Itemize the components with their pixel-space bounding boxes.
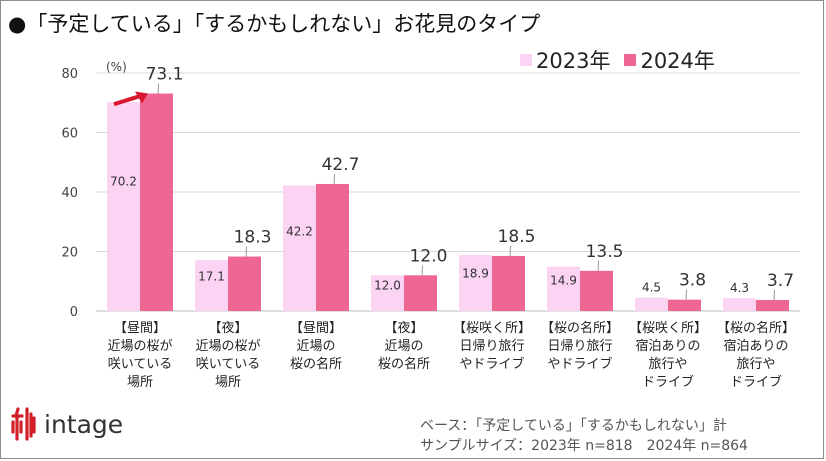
x-category-label-line: 場所: [127, 375, 153, 390]
sample-size-note: サンプルサイズ：2023年 n=818 2024年 n=864: [420, 438, 748, 454]
x-category-label-line: 宿泊ありの: [723, 338, 788, 354]
x-category-label-line: やドライブ: [459, 356, 524, 372]
bar-2024: [668, 299, 701, 311]
x-category-label-line: 【夜】: [384, 321, 423, 336]
data-label-2023: 12.0: [374, 279, 401, 293]
x-category-label-line: 【桜咲く所】: [453, 320, 531, 336]
data-label-2023: 14.9: [550, 273, 577, 287]
base-note: ベース：「予定している」「するかもしれない」計: [420, 418, 727, 434]
data-label-2023: 4.3: [730, 281, 749, 295]
increase-arrow-head: [135, 91, 148, 104]
x-category-label-line: 【桜咲く所】: [629, 320, 707, 336]
data-label-2024: 13.5: [586, 242, 624, 262]
x-category-label-line: 近場の桜が: [107, 339, 172, 354]
x-category-label-line: 旅行や: [736, 357, 775, 372]
increase-arrow-shaft: [113, 93, 143, 107]
bar-2023: [107, 102, 140, 311]
x-category-label: 【桜咲く所】日帰り旅行やドライブ: [453, 320, 531, 372]
data-label-2024: 12.0: [410, 246, 448, 266]
x-category-label: 【桜の名所】日帰り旅行やドライブ: [541, 320, 619, 372]
x-category-label-line: 【夜】: [208, 321, 247, 336]
intage-logo-text: intage: [44, 409, 124, 439]
x-category-label-line: 日帰り旅行: [547, 338, 612, 354]
bar-2023: [195, 260, 228, 311]
x-category-label-line: 【桜の名所】: [541, 320, 619, 336]
x-category-label: 【昼間】近場の桜が咲いている場所: [107, 321, 172, 390]
bar-2023: [547, 266, 580, 311]
bar-2024: [316, 183, 349, 311]
data-label-2023: 18.9: [462, 266, 489, 280]
y-tick-label: 60: [61, 127, 78, 142]
y-tick-label: 20: [61, 246, 78, 261]
bar-2024: [140, 93, 173, 311]
bar-2024: [580, 270, 613, 311]
data-label-2024: 73.1: [146, 65, 184, 85]
x-category-label-line: 【昼間】: [290, 321, 342, 336]
x-category-label: 【桜の名所】宿泊ありの旅行やドライブ: [717, 320, 795, 390]
data-label-2023: 17.1: [198, 269, 225, 283]
y-tick-label: 40: [61, 186, 78, 201]
legend-label-2023: 2023年: [536, 49, 611, 73]
x-category-label-line: 桜の名所: [378, 356, 430, 372]
data-label-2024: 42.7: [322, 155, 360, 175]
x-category-label-line: 【桜の名所】: [717, 320, 795, 336]
x-category-label-line: 場所: [215, 375, 241, 390]
bar-2023: [371, 275, 404, 311]
y-tick-label: 80: [61, 67, 78, 82]
data-label-2023: 4.5: [642, 281, 661, 295]
bar-2024: [404, 275, 437, 311]
x-category-label-line: 咲いている: [196, 356, 261, 372]
x-category-label-line: 近場の: [296, 339, 335, 354]
x-category-label-line: 咲いている: [108, 356, 173, 372]
legend-swatch-2023: [520, 54, 532, 66]
x-category-label-line: 桜の名所: [290, 356, 342, 372]
bar-2023: [723, 298, 756, 311]
x-category-label-line: 旅行や: [648, 357, 687, 372]
x-category-label: 【夜】近場の桜が咲いている場所: [195, 321, 260, 390]
x-category-label-line: ドライブ: [730, 374, 782, 390]
data-label-2023: 42.2: [286, 225, 313, 239]
bar-2023: [283, 185, 316, 311]
y-tick-label: 0: [70, 305, 78, 320]
x-category-label-line: ドライブ: [642, 374, 694, 390]
legend-item-2023: 2023年: [520, 45, 610, 75]
data-label-2024: 18.3: [234, 228, 272, 248]
y-axis-unit-label: (%): [106, 60, 127, 74]
bar-2023: [635, 297, 668, 311]
x-category-label-line: 【昼間】: [114, 321, 166, 336]
data-label-2024: 3.8: [679, 271, 706, 291]
x-category-label-line: 日帰り旅行: [459, 338, 524, 354]
legend-item-2024: 2024年: [624, 45, 715, 75]
data-label-2023: 70.2: [110, 175, 137, 189]
legend-label-2024: 2024年: [640, 49, 715, 73]
legend-swatch-2024: [624, 54, 637, 66]
legend: 2023年 2024年: [520, 45, 715, 75]
bar-2024: [756, 299, 789, 311]
chart-title: ●「予定している」「するかもしれない」お花見のタイプ: [8, 12, 541, 36]
data-label-2024: 3.7: [767, 271, 794, 291]
bar-2024: [228, 256, 261, 311]
x-category-label: 【桜咲く所】宿泊ありの旅行やドライブ: [629, 320, 707, 390]
x-category-label-line: 近場の桜が: [195, 339, 260, 354]
data-label-2024: 18.5: [498, 227, 536, 247]
bar-2023: [459, 254, 492, 311]
intage-logo: intage: [10, 406, 123, 442]
x-category-label: 【夜】近場の桜の名所: [378, 321, 430, 372]
bar-2024: [492, 255, 525, 311]
intage-logo-icon: [11, 407, 36, 441]
x-category-label-line: やドライブ: [547, 356, 612, 372]
x-category-label: 【昼間】近場の桜の名所: [290, 321, 342, 372]
x-category-label-line: 近場の: [384, 339, 423, 354]
x-category-label-line: 宿泊ありの: [635, 338, 700, 354]
